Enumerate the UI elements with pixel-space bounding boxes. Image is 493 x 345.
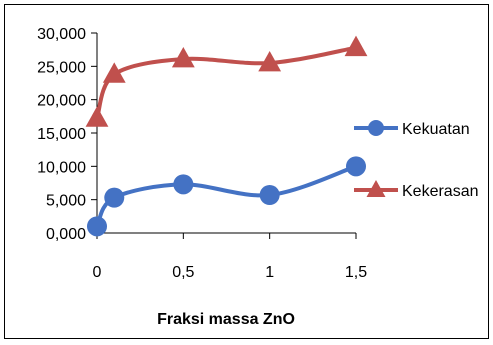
y-tick-label: 15,000 xyxy=(37,126,86,143)
series-line xyxy=(95,45,357,120)
legend-marker xyxy=(366,180,386,197)
x-tick-label: 0 xyxy=(93,264,102,281)
x-tick-label: 1,5 xyxy=(345,264,367,281)
x-tick-label: 0,5 xyxy=(172,264,194,281)
series-kekerasan xyxy=(85,35,368,127)
x-axis-title: Fraksi massa ZnO xyxy=(157,311,295,328)
data-point xyxy=(87,216,107,237)
series-layer xyxy=(85,35,368,237)
data-point xyxy=(104,187,125,208)
y-tick-label: 30,000 xyxy=(37,26,86,43)
chart-frame xyxy=(4,4,489,339)
axes: 0,000 5,000 10,000 15,000 20,000 25,000 30,000… xyxy=(37,26,367,281)
data-point xyxy=(85,106,109,127)
legend-marker xyxy=(368,120,384,136)
y-tick-label: 25,000 xyxy=(37,59,86,76)
data-point xyxy=(344,35,368,57)
legend: Kekuatan Kekerasan xyxy=(354,120,479,200)
y-tick-label: 0,000 xyxy=(46,226,86,243)
data-point xyxy=(259,185,280,205)
series-kekuatan xyxy=(87,156,366,237)
y-tick-label: 5,000 xyxy=(46,193,86,210)
legend-label: Kekuatan xyxy=(402,121,470,138)
y-tick-label: 10,000 xyxy=(37,159,86,176)
data-point xyxy=(173,174,194,195)
data-point xyxy=(171,47,195,68)
data-point xyxy=(258,51,282,72)
data-point xyxy=(346,156,366,177)
legend-label: Kekerasan xyxy=(402,183,479,200)
legend-item-kekuatan: Kekuatan xyxy=(354,120,470,138)
series-line xyxy=(95,164,357,228)
data-point xyxy=(102,62,126,83)
y-tick-label: 20,000 xyxy=(37,93,86,110)
legend-item-kekerasan: Kekerasan xyxy=(354,180,479,200)
x-tick-label: 1 xyxy=(265,264,274,281)
